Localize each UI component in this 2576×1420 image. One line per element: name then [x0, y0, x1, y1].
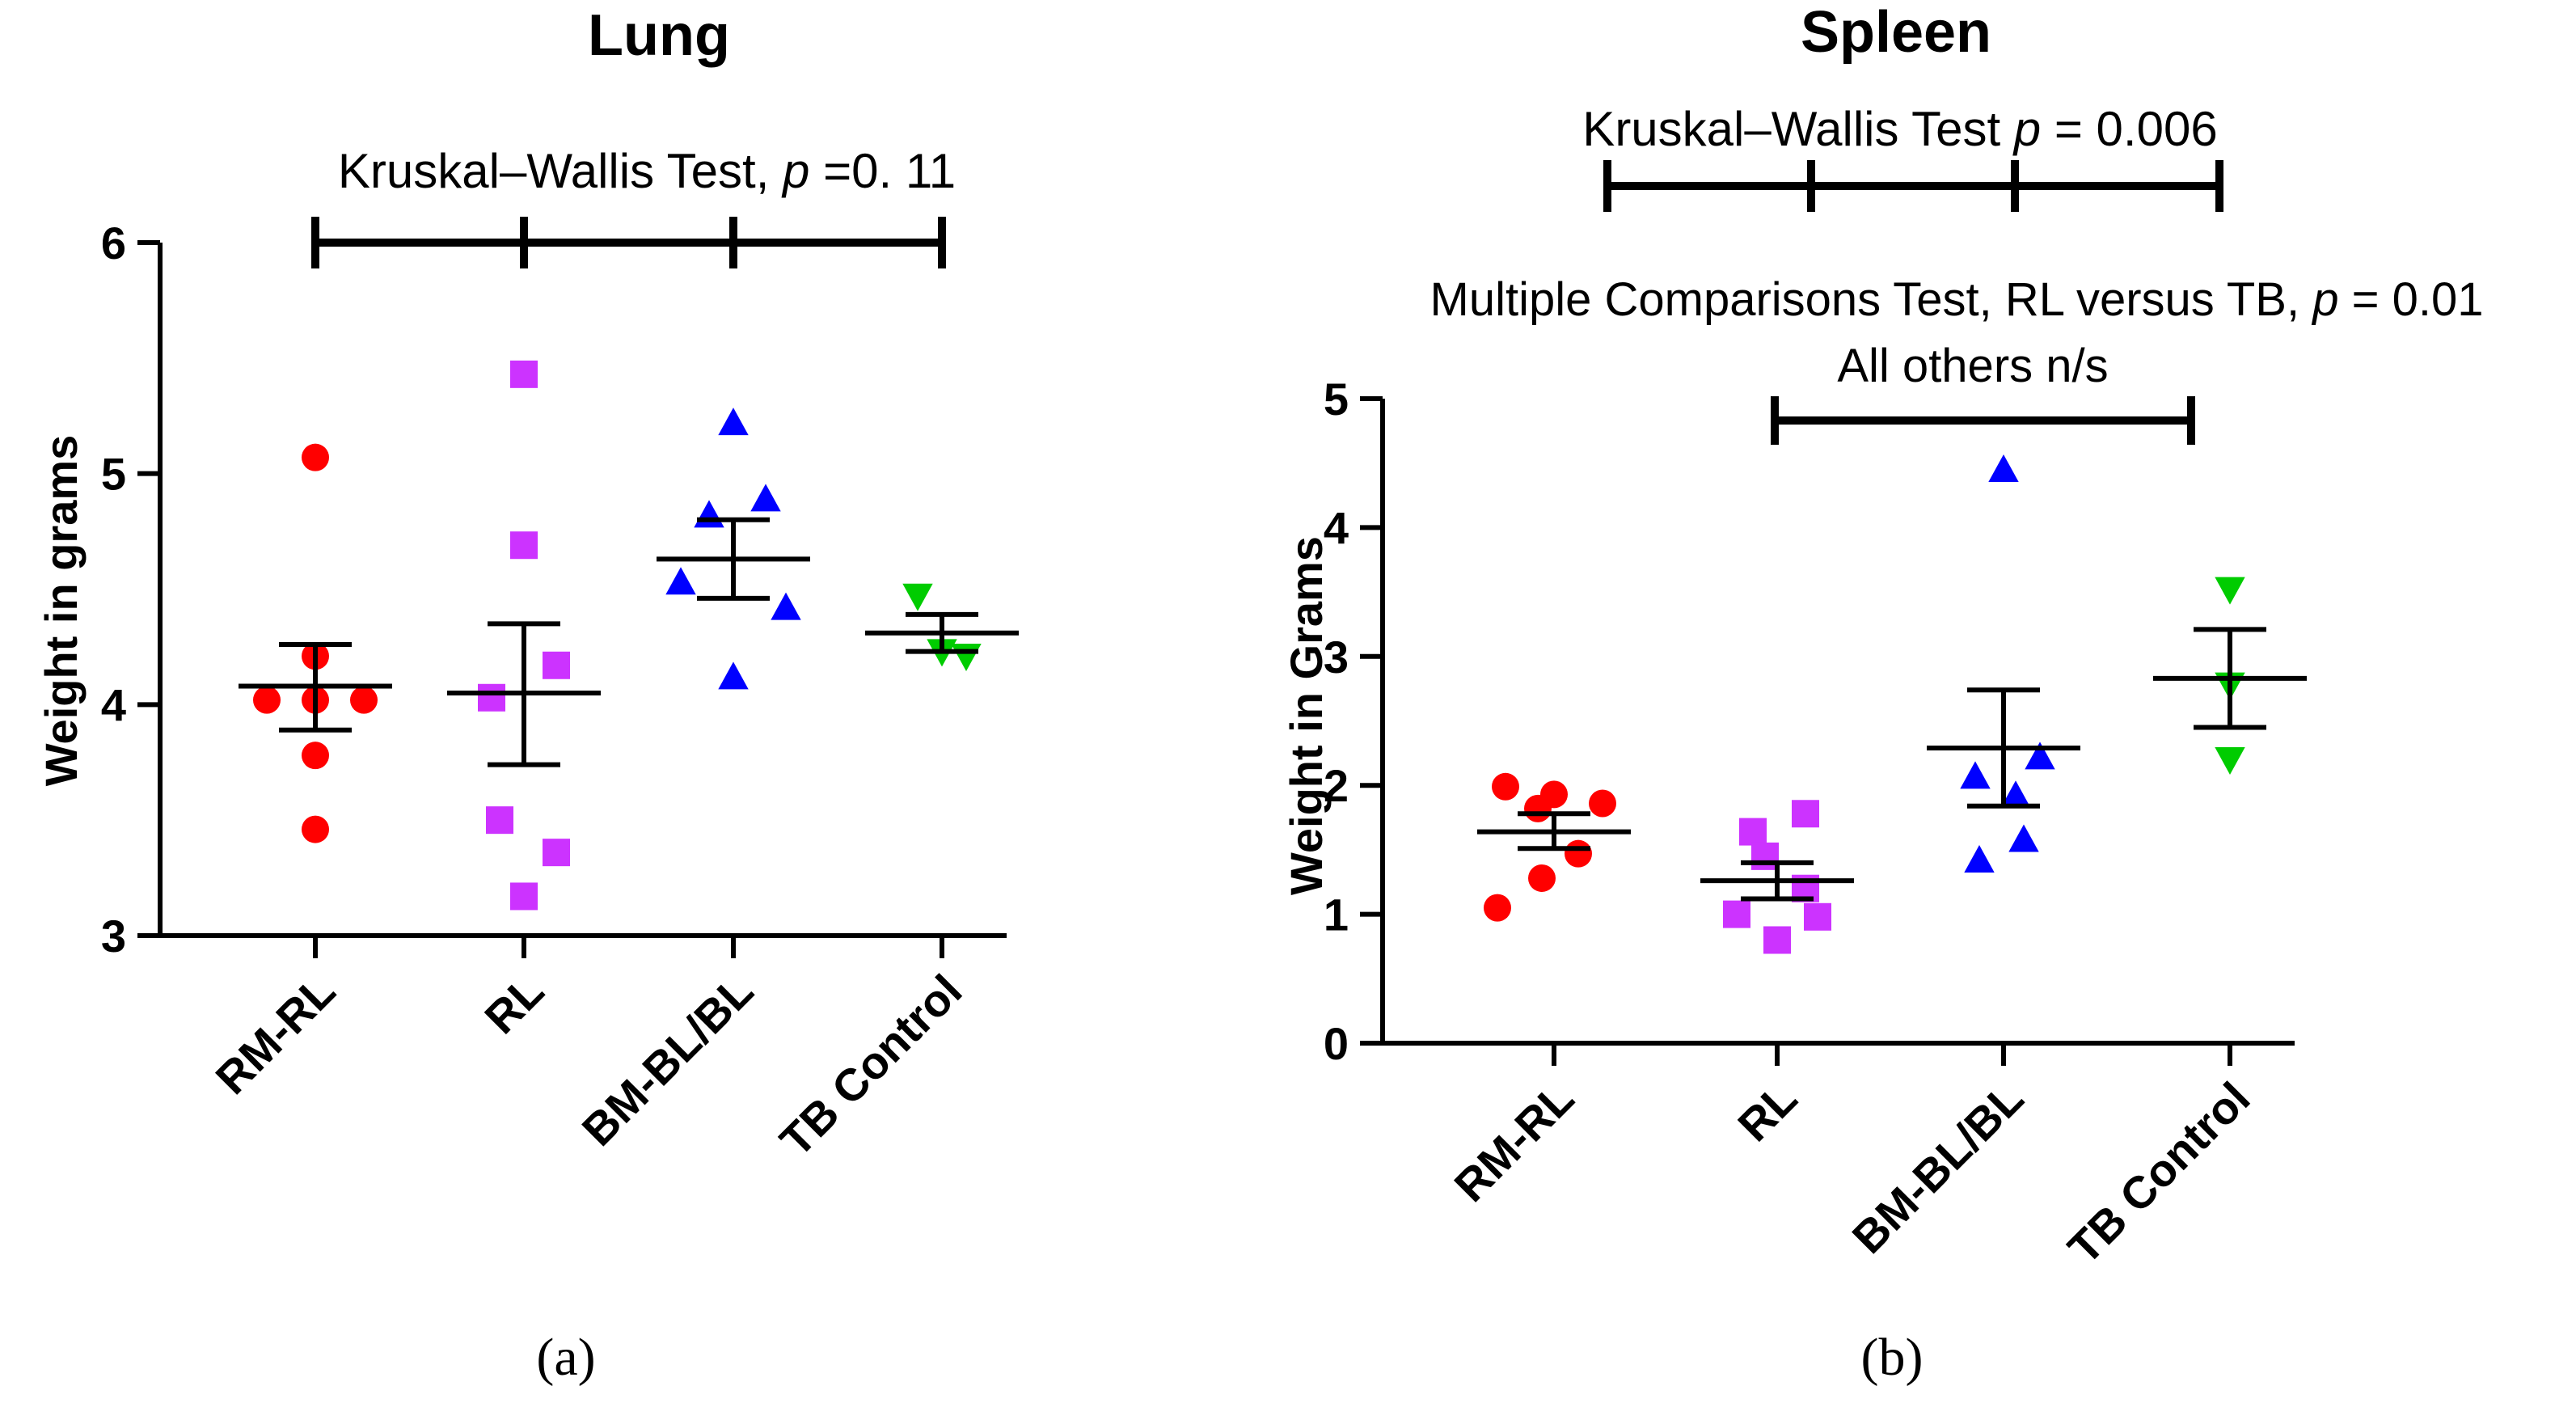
lung-x-tick-label: RM-RL: [205, 965, 344, 1104]
spleen-y-tick-label: 4: [1324, 502, 1349, 553]
lung-data-point: [510, 882, 538, 911]
spleen-y-tick-label: 3: [1324, 632, 1349, 683]
spleen-y-tick-label: 1: [1324, 890, 1349, 940]
lung-data-point: [510, 360, 538, 388]
spleen-data-point: [1528, 864, 1556, 892]
spleen-data-point: [2008, 824, 2039, 852]
spleen-x-tick-label: BM-BL/BL: [1843, 1072, 2033, 1263]
lung-comparison-bar: [311, 217, 946, 268]
lung-data-point: [510, 531, 538, 560]
lung-y-tick-label: 4: [101, 679, 126, 730]
spleen-x-axis: RM-RL RL BM-BL/BL TB Control: [1380, 1041, 2295, 1274]
lung-y-tick-label: 6: [101, 218, 126, 268]
spleen-data-point: [2215, 747, 2245, 776]
spleen-data-point: [1723, 900, 1750, 928]
spleen-mean-sem-bars: [1477, 627, 2307, 902]
lung-data-point: [771, 592, 801, 620]
lung-data-point: [543, 839, 570, 867]
spleen-y-tick-label: 0: [1324, 1018, 1349, 1069]
lung-x-tick-label: BM-BL/BL: [572, 965, 763, 1156]
lung-x-tick-label: TB Control: [770, 965, 971, 1166]
lung-data-point: [902, 583, 933, 611]
lung-test-annotation: Kruskal–Wallis Test, p =0. 11: [338, 144, 956, 198]
spleen-data-point: [1804, 902, 1831, 931]
spleen-data-point: [1964, 844, 1995, 873]
spleen-data-point: [1492, 772, 1519, 801]
spleen-multiple-comparisons-bar: [1771, 396, 2195, 445]
lung-y-axis-label: Weight in grams: [36, 435, 87, 787]
lung-y-tick-label: 5: [101, 449, 126, 500]
spleen-others-ns: All others n/s: [1837, 340, 2108, 392]
spleen-data-point: [2000, 780, 2031, 809]
lung-data-point: [302, 815, 329, 843]
spleen-data-point: [2215, 577, 2245, 605]
lung-data-point: [694, 500, 724, 528]
lung-title: Lung: [588, 3, 730, 68]
spleen-data-point: [2025, 742, 2055, 770]
lung-data-point: [302, 443, 329, 471]
lung-data-point: [718, 661, 749, 690]
spleen-data-point: [1763, 926, 1791, 954]
lung-y-tick-label: 3: [101, 911, 126, 961]
spleen-x-tick-label: RM-RL: [1444, 1072, 1583, 1211]
lung-data-point: [253, 686, 281, 714]
lung-x-axis: RM-RL RL BM-BL/BL TB Control: [158, 933, 1007, 1166]
spleen-data-point: [1739, 818, 1767, 846]
spleen-data-point: [1589, 789, 1616, 818]
lung-data-point: [750, 484, 781, 512]
spleen-data-point: [1524, 794, 1552, 822]
spleen-y-tick-label: 2: [1324, 760, 1349, 811]
lung-panel-label: (a): [536, 1328, 595, 1387]
lung-data-point: [951, 644, 982, 672]
spleen-y-tick-label: 5: [1324, 374, 1349, 425]
spleen-comparison-bar: [1603, 160, 2223, 212]
spleen-data-point: [1960, 761, 1991, 789]
lung-mean-sem-bars: [239, 517, 1019, 767]
lung-data-point: [665, 567, 696, 595]
lung-data-point: [543, 651, 570, 679]
spleen-x-tick-label: TB Control: [2058, 1072, 2259, 1274]
spleen-data-point: [1988, 454, 2019, 482]
spleen-y-axis: 0 1 2 3 4 5: [1324, 374, 1385, 1069]
lung-data-point: [350, 686, 378, 714]
spleen-data-point: [1751, 842, 1779, 870]
spleen-data-point: [1792, 800, 1819, 828]
lung-y-axis: 3 4 5 6: [101, 218, 163, 961]
spleen-x-tick-label: RL: [1728, 1072, 1806, 1151]
spleen-multiple-comparisons: Multiple Comparisons Test, RL versus TB,…: [1430, 273, 2484, 326]
lung-data-point: [478, 683, 505, 712]
spleen-y-axis-label: Weight in Grams: [1281, 536, 1332, 895]
spleen-test-annotation: Kruskal–Wallis Test p = 0.006: [1582, 102, 2217, 156]
spleen-data-point: [1565, 839, 1592, 868]
lung-x-tick-label: RL: [475, 965, 553, 1043]
lung-panel: Lung Kruskal–Wallis Test, p =0. 11 3456 …: [36, 3, 1019, 1387]
spleen-data-point: [1484, 894, 1511, 922]
lung-data-point: [718, 408, 749, 436]
lung-data-point: [302, 742, 329, 770]
spleen-panel: Spleen Kruskal–Wallis Test p = 0.006 Mul…: [1281, 0, 2483, 1387]
spleen-panel-label: (b): [1861, 1328, 1924, 1387]
spleen-title: Spleen: [1801, 0, 1991, 65]
spleen-data-marks: [1484, 454, 2245, 954]
lung-data-point: [486, 806, 513, 835]
